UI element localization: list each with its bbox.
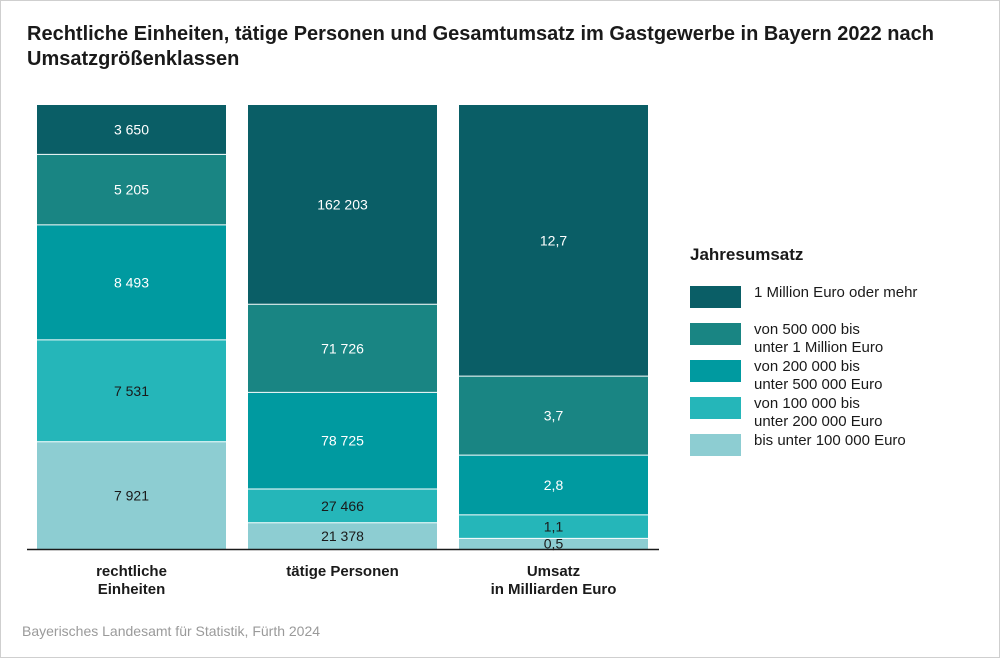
data-label: 8 493	[114, 274, 149, 290]
legend-item: 1 Million Euro oder mehr	[690, 284, 990, 321]
data-label: 2,8	[544, 477, 564, 493]
bar-segment	[248, 304, 437, 393]
data-label: 7 921	[114, 487, 149, 503]
chart-title: Rechtliche Einheiten, tätige Personen un…	[27, 23, 934, 70]
category-label: tätige Personen	[286, 563, 399, 580]
bar-segment	[37, 441, 226, 549]
data-label: 3 650	[114, 122, 149, 138]
category-label: Umsatz in Milliarden Euro	[491, 563, 617, 598]
bar-segment	[459, 455, 648, 515]
bar-segment	[37, 339, 226, 442]
data-label: 1,1	[544, 519, 564, 535]
data-label: 78 725	[321, 433, 364, 449]
legend-item: von 500 000 bis unter 1 Million Euro	[690, 321, 990, 358]
bar-segment	[37, 224, 226, 340]
bar-segment	[248, 105, 437, 305]
bar-segment	[459, 105, 648, 377]
legend-label: bis unter 100 000 Euro	[754, 432, 906, 449]
bar-segment	[248, 522, 437, 549]
legend-label: von 100 000 bis unter 200 000 Euro	[754, 395, 883, 430]
data-label: 7 531	[114, 383, 149, 399]
legend-item: von 100 000 bis unter 200 000 Euro	[690, 395, 990, 432]
legend-item: bis unter 100 000 Euro	[690, 432, 990, 469]
bar-segment	[248, 489, 437, 523]
bar-segment	[248, 392, 437, 490]
legend-swatch	[690, 360, 741, 382]
legend-swatch	[690, 397, 741, 419]
legend-title: Jahresumsatz	[690, 245, 804, 264]
legend-swatch	[690, 323, 741, 345]
bar-segment	[459, 514, 648, 539]
legend-label: von 200 000 bis unter 500 000 Euro	[754, 358, 883, 393]
legend-swatch	[690, 286, 741, 308]
legend-label: 1 Million Euro oder mehr	[754, 284, 918, 301]
category-label: rechtliche Einheiten	[96, 563, 167, 598]
bar-segment	[459, 538, 648, 549]
data-label: 3,7	[544, 408, 564, 424]
bar-segment	[37, 105, 226, 155]
data-label: 27 466	[321, 498, 364, 514]
legend-label: von 500 000 bis unter 1 Million Euro	[754, 321, 884, 356]
source-note: Bayerisches Landesamt für Statistik, Für…	[22, 623, 321, 639]
bar-segment	[459, 376, 648, 456]
data-label: 162 203	[317, 197, 368, 213]
legend-swatch	[690, 434, 741, 456]
data-label: 12,7	[540, 233, 567, 249]
data-label: 5 205	[114, 182, 149, 198]
data-label: 0,5	[544, 536, 564, 552]
data-label: 21 378	[321, 528, 364, 544]
legend-item: von 200 000 bis unter 500 000 Euro	[690, 358, 990, 395]
legend: Jahresumsatz 1 Million Euro oder mehr vo…	[690, 245, 990, 469]
data-label: 71 726	[321, 340, 364, 356]
bar-segment	[37, 154, 226, 225]
